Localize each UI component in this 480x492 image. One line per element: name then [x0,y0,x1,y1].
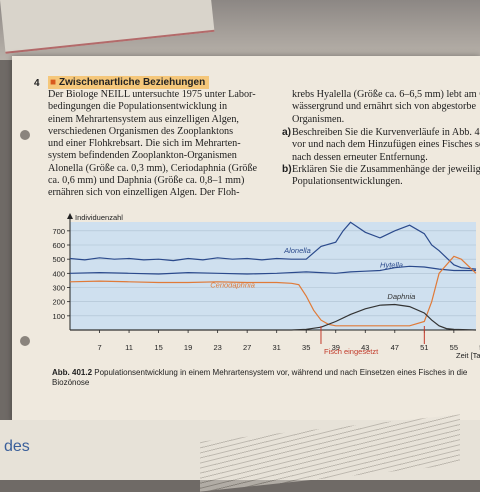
fish-inserted-label: Fisch eingesetzt [324,347,379,356]
x-tick-label: 27 [243,343,251,352]
y-axis-arrow [67,213,73,219]
punch-hole [20,130,30,140]
series-line-alonella [69,221,477,270]
task-label: a) [282,127,292,138]
text-line: ca. 0,6 mm) und Daphnia (Größe ca. 0,8–1… [48,175,245,187]
population-chart: Individuenzahl 100 200 300 400 500 600 700 7 11 1… [52,213,480,360]
text-line: und einer Flohkrebsart. Die sich im Mehr… [48,138,241,150]
task-line: Erklären Sie die Zusammenhänge der jewei… [292,163,480,175]
y-tick-label: 600 [52,241,65,250]
task-label: b) [282,163,292,175]
text-line: bedingungen die Populationsentwicklung i… [48,101,228,113]
caption-text: Populationsentwicklung in einem Mehrarte… [94,368,446,377]
series-line-hytella [69,265,476,275]
y-tick-label: 500 [52,255,65,264]
x-axis-label: Zeit [Ta [456,351,480,360]
task-line: vor und nach dem Hinzufügen eines Fische… [292,139,480,151]
task-item-a: a)Beschreiben Sie die Kurvenverläufe in … [282,127,480,139]
series-line-ceriodaphnia [69,255,477,327]
text-line: ernähren sich von einzelligen Algen. Der… [48,187,240,199]
task-line: nach dessen erneuter Entfernung. [292,151,428,163]
task-line: Beschreiben Sie die Kurvenverläufe in Ab… [292,127,480,138]
task-list: a)Beschreiben Sie die Kurvenverläufe in … [282,127,480,188]
task-title: ■ Zwischenartliche Beziehungen [48,76,210,89]
x-tick-label: 35 [302,343,310,352]
punch-hole [20,336,30,346]
text-line: krebs Hyalella (Größe ca. 6–6,5 mm) lebt… [292,89,480,100]
series-label-alonella: Alonella [283,246,311,255]
x-tick-label: 7 [97,343,101,352]
text-line: Alonella (Größe ca. 0,3 mm), Ceriodaphni… [48,162,258,174]
y-axis-label: Individuenzahl [75,213,123,222]
series-label-hytella: Hytella [380,261,403,270]
bullet-icon: ■ [50,77,57,88]
x-tick-label: 23 [213,343,221,352]
plot-background [70,222,476,330]
y-tick-label: 300 [52,284,65,293]
x-tick-label: 47 [391,343,399,352]
caption-label: Abb. 401.2 [52,368,93,377]
series-line-daphnia [70,303,477,331]
intro-text-column-2: krebs Hyalella (Größe ca. 6–6,5 mm) lebt… [292,89,480,126]
text-line: Organismen. [292,113,345,125]
figure-caption: Abb. 401.2 Populationsentwicklung in ein… [52,368,472,388]
intro-text-column-1: Der Biologe NEILL untersuchte 1975 unter… [48,89,288,200]
y-tick-label: 700 [52,227,65,236]
task-line: Populationsentwicklungen. [292,176,403,188]
text-line: Der Biologe NEILL untersuchte 1975 unter… [48,89,256,100]
x-tick-label: 43 [361,343,369,352]
bottom-logo: des [4,438,30,455]
x-tick-label: 11 [125,343,133,352]
task-number: 4 [34,78,40,89]
x-tick-label: 55 [450,343,458,352]
series-label-ceriodaphnia: Ceriodaphnia [210,281,255,290]
x-tick-label: 31 [273,343,281,352]
series-label-daphnia: Daphnia [387,292,415,301]
text-line: verschiedenen Organismen des Zooplankton… [48,125,234,137]
y-tick-label: 200 [52,298,65,307]
y-tick-label: 100 [52,312,65,321]
y-tick-label: 400 [52,269,65,278]
task-title-text: Zwischenartliche Beziehungen [59,77,206,88]
text-line: system befindenden Zooplankton-Organisme… [48,150,237,162]
x-tick-label: 51 [420,343,428,352]
task-item-b: b)Erklären Sie die Zusammenhänge der jew… [282,164,480,176]
text-line: einem Mehrartensystem aus einzelligen Al… [48,113,239,125]
x-tick-label: 39 [332,343,340,352]
caption-text-2: in die Biozönose [52,368,468,387]
x-tick-label: 15 [154,343,162,352]
x-tick-label: 19 [184,343,192,352]
text-line: wässergrund und ernährt sich von abgesto… [292,101,476,113]
